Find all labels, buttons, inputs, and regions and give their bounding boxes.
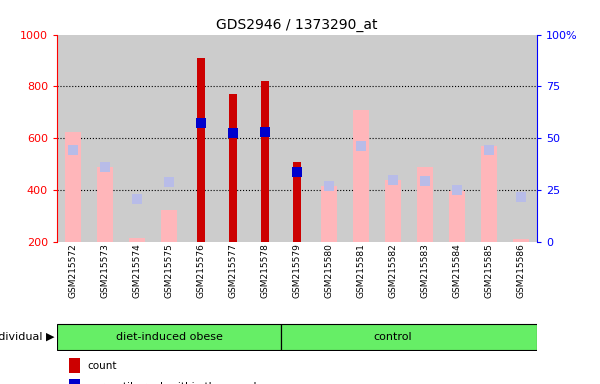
- Text: diet-induced obese: diet-induced obese: [116, 332, 223, 342]
- Point: [356, 143, 366, 149]
- Point: [516, 194, 526, 200]
- Bar: [229, 94, 236, 242]
- Bar: [57, 324, 281, 350]
- Title: GDS2946 / 1373290_at: GDS2946 / 1373290_at: [216, 18, 378, 32]
- Text: control: control: [374, 332, 412, 342]
- Point: [164, 179, 174, 185]
- Bar: [417, 167, 433, 242]
- Bar: [262, 81, 269, 242]
- Point: [196, 120, 206, 126]
- Bar: [321, 186, 337, 242]
- Bar: [293, 162, 301, 242]
- Bar: [481, 146, 497, 242]
- Point: [420, 178, 430, 184]
- Bar: [353, 110, 369, 242]
- Bar: [281, 324, 537, 350]
- Bar: [513, 239, 529, 242]
- Point: [132, 196, 142, 202]
- Text: count: count: [87, 361, 116, 371]
- Bar: [385, 180, 401, 242]
- Bar: [65, 132, 81, 242]
- Point: [292, 169, 302, 175]
- Bar: [97, 167, 113, 242]
- Point: [388, 177, 398, 183]
- Bar: [129, 238, 145, 242]
- Point: [452, 187, 462, 193]
- Point: [324, 183, 334, 189]
- Point: [68, 147, 78, 153]
- Point: [260, 129, 270, 135]
- Bar: [197, 58, 205, 242]
- Text: percentile rank within the sample: percentile rank within the sample: [87, 382, 263, 384]
- Bar: [161, 210, 177, 242]
- Point: [100, 164, 110, 170]
- Text: individual ▶: individual ▶: [0, 332, 54, 342]
- Point: [228, 130, 238, 136]
- Bar: [449, 191, 465, 242]
- Point: [484, 147, 494, 153]
